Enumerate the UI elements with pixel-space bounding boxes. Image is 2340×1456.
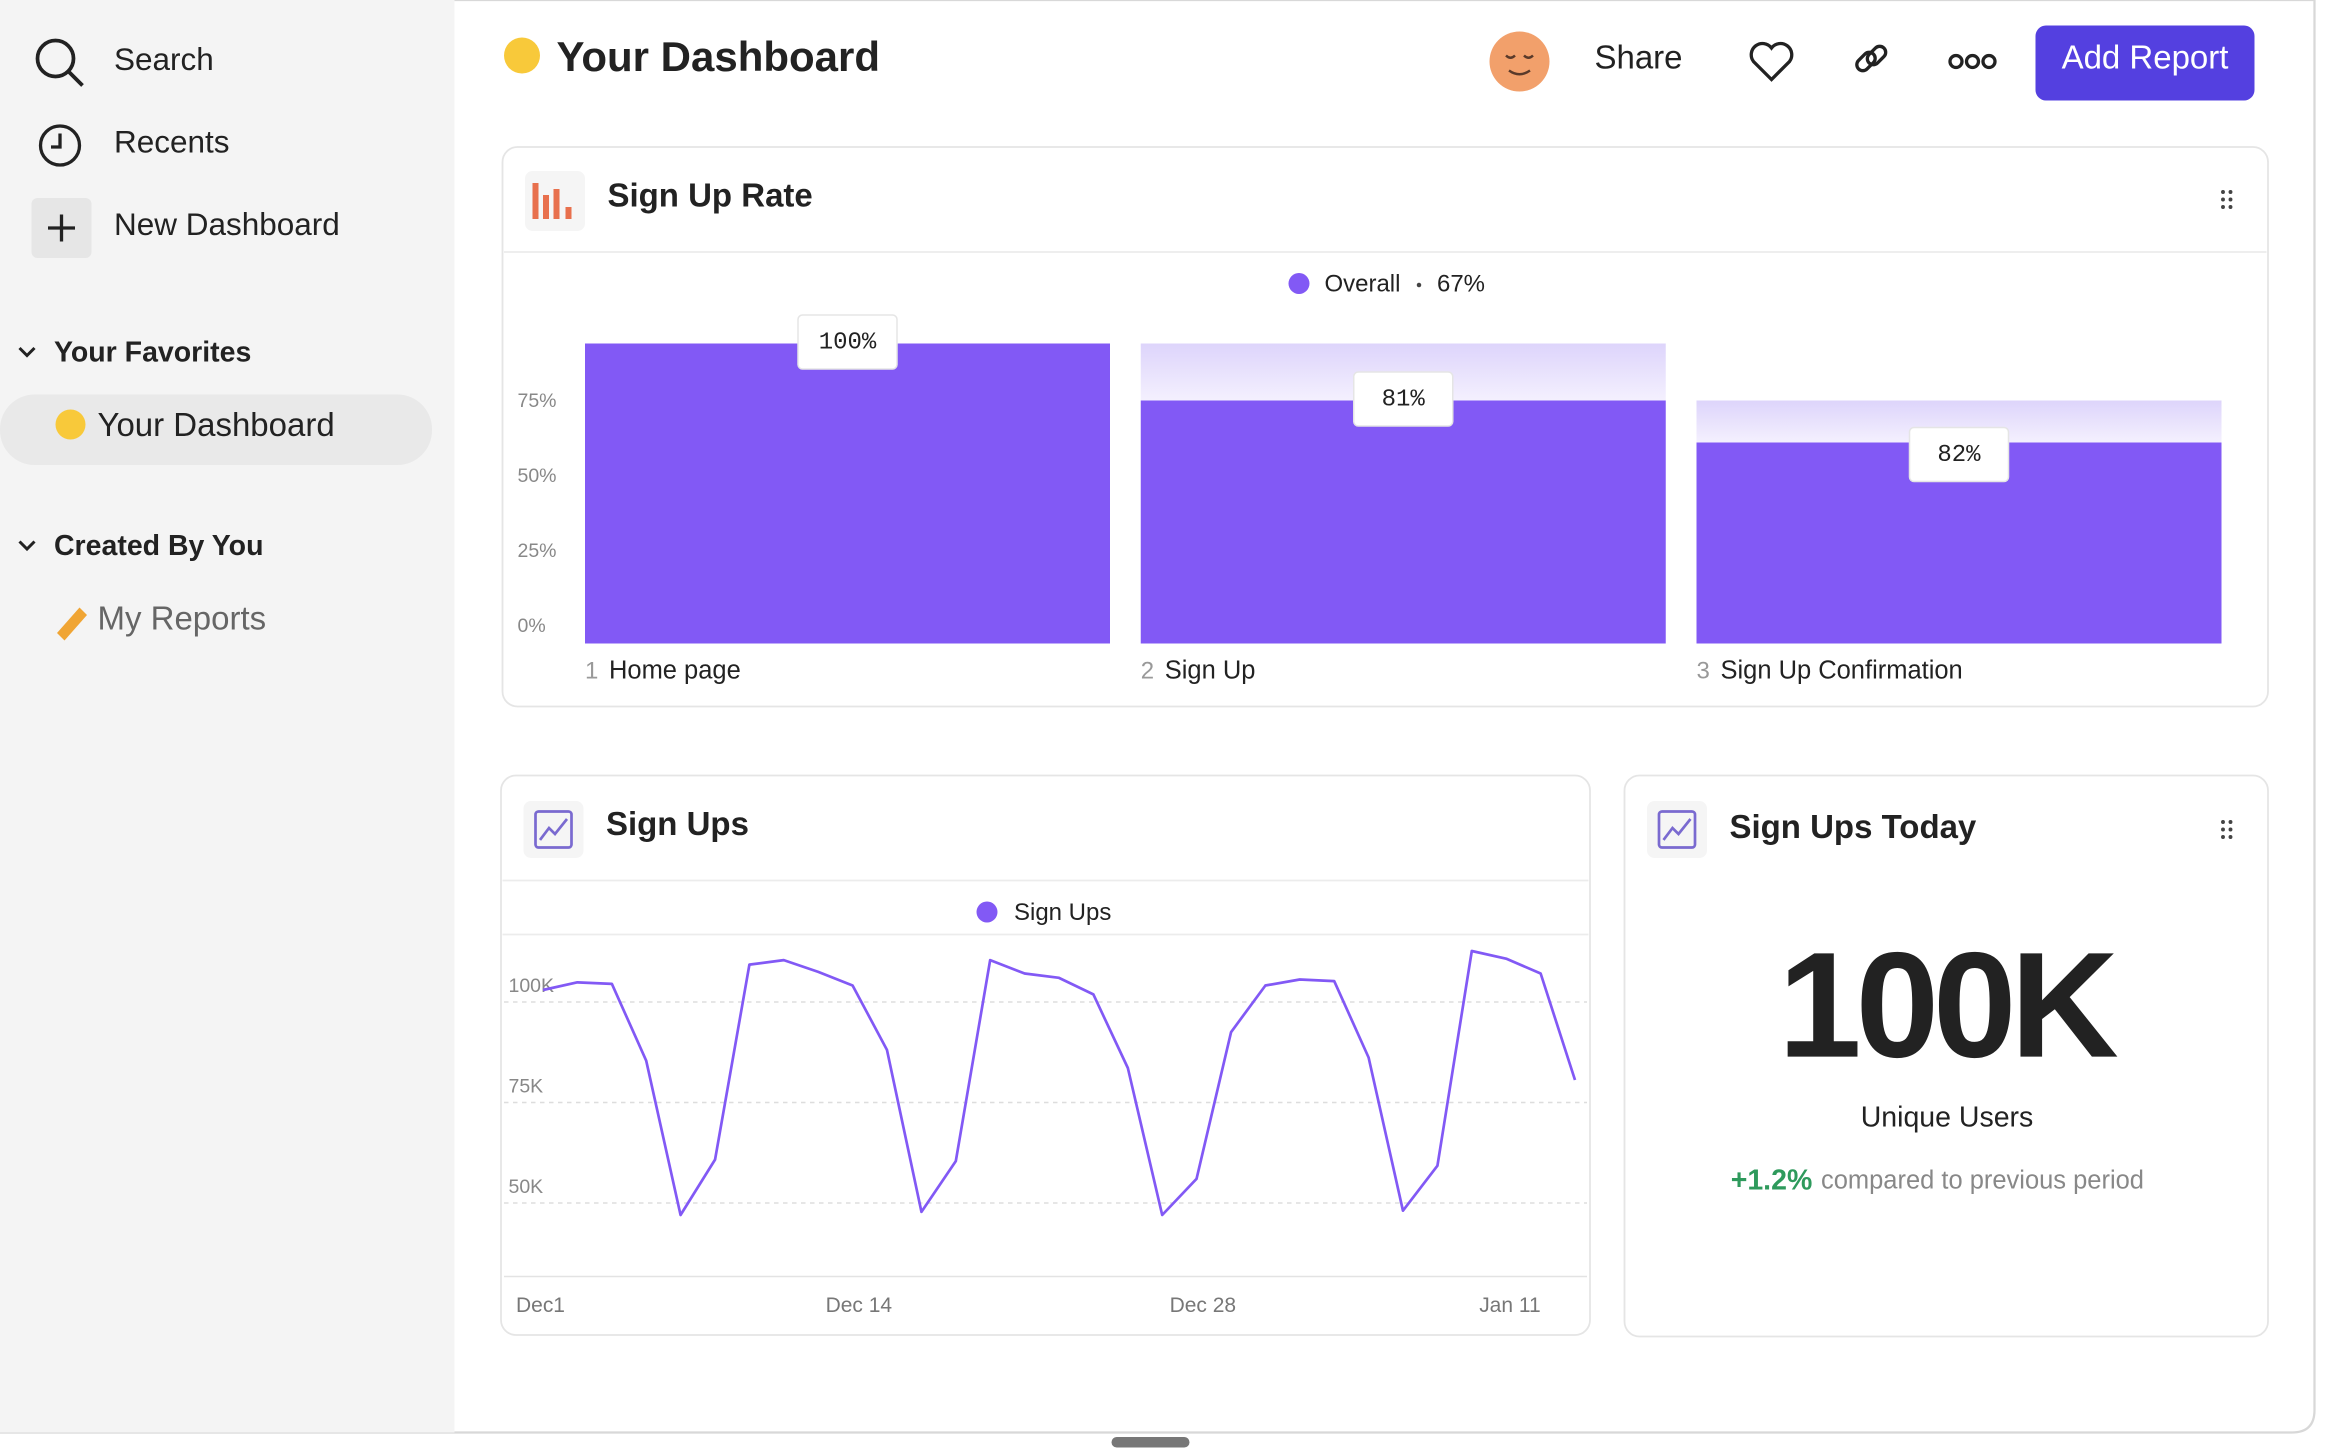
link-icon[interactable] (1854, 44, 1888, 73)
value-label-box (797, 314, 898, 370)
x-tick-label: Dec 14 (826, 1294, 893, 1317)
line-chart: Sign Ups 50K 75K 100K Dec1 Dec 14 Dec 28 Jan 11 (504, 899, 1587, 1317)
y-tick-label: 75% (518, 390, 557, 412)
y-tick-label: 25% (518, 540, 557, 562)
emoji-icon (55, 409, 86, 440)
kpi-value: 100K (1778, 921, 2117, 1089)
line-series (542, 949, 1577, 1217)
search-icon[interactable] (35, 38, 84, 87)
step-number: 3 (1696, 657, 1709, 684)
y-tick-label: 100K (509, 975, 555, 997)
y-tick-label: 75K (509, 1076, 544, 1098)
avatar[interactable] (1489, 31, 1550, 92)
legend-label: Sign Ups (1014, 899, 1111, 926)
nav-item[interactable]: My Reports (98, 600, 267, 637)
x-tick-label: Jan 11 (1479, 1294, 1540, 1317)
recents-icon[interactable] (38, 124, 82, 167)
legend-marker (976, 901, 998, 923)
card-title: Sign Ups Today (1729, 808, 1976, 845)
x-tick-label: Sign Up Confirmation (1720, 657, 1962, 685)
legend-overall: 67% (1437, 270, 1485, 297)
card-title: Sign Up Rate (608, 177, 813, 214)
value-label: 82% (1937, 442, 1981, 469)
bar (1140, 400, 1666, 644)
add-report-button[interactable] (2035, 25, 2255, 101)
x-tick-label: Dec1 (516, 1294, 565, 1317)
kpi-card (1623, 774, 2269, 1338)
x-tick-label: Home page (609, 657, 741, 685)
avatar-face (1505, 54, 1534, 76)
selected-item-bg[interactable] (0, 394, 433, 465)
section-title[interactable]: Your Favorites (54, 337, 251, 369)
nav-item[interactable]: Search (114, 41, 214, 77)
sidebar (0, 0, 455, 1433)
line-icon (1657, 810, 1697, 849)
add-report-label[interactable]: Add Report (2062, 39, 2229, 76)
legend-label: Overall (1324, 270, 1400, 297)
bar (585, 343, 1111, 644)
kpi-change: +1.2% (1731, 1165, 1813, 1197)
report-icon-bg (523, 800, 584, 858)
drag-handle[interactable] (2221, 820, 2233, 839)
nav-item[interactable]: Recents (114, 123, 229, 159)
card-title: Sign Ups (606, 805, 749, 842)
legend-marker (1288, 272, 1310, 294)
y-tick-label: 50K (509, 1176, 544, 1198)
x-tick-label: Dec 28 (1170, 1294, 1237, 1317)
pencil-icon (57, 607, 88, 641)
value-label: 100% (819, 329, 877, 356)
y-tick-label: 50% (518, 465, 557, 487)
legend-dot (1416, 282, 1422, 288)
y-tick-label: 0% (518, 615, 546, 637)
page-title: Your Dashboard (557, 33, 880, 80)
value-label-box (1352, 371, 1454, 427)
chevron[interactable] (18, 346, 36, 358)
plus-icon[interactable] (48, 214, 76, 242)
drag-handle[interactable] (2221, 190, 2233, 209)
report-card (500, 774, 1591, 1336)
scroll-handle (1111, 1436, 1190, 1448)
kpi-comparison: compared to previous period (1821, 1167, 2144, 1195)
kpi-metric: Unique Users (1861, 1102, 2034, 1134)
share-button[interactable]: Share (1594, 39, 1682, 76)
report-icon-bg (1646, 800, 1707, 858)
chevron[interactable] (18, 540, 36, 552)
value-label: 81% (1382, 386, 1426, 413)
section-title[interactable]: Created By You (54, 530, 263, 562)
nav-item[interactable]: Your Dashboard (98, 406, 335, 443)
bar-icon (532, 182, 572, 219)
emoji-icon (504, 37, 541, 74)
x-tick-label: Sign Up (1165, 657, 1256, 685)
step-number: 2 (1141, 657, 1154, 684)
line-icon (534, 810, 573, 849)
step-number: 1 (585, 657, 598, 684)
more-icon[interactable] (1948, 53, 1997, 70)
value-label-box (1908, 426, 2010, 483)
nav-item[interactable]: New Dashboard (114, 206, 340, 242)
favorite-icon[interactable] (1749, 41, 1794, 82)
